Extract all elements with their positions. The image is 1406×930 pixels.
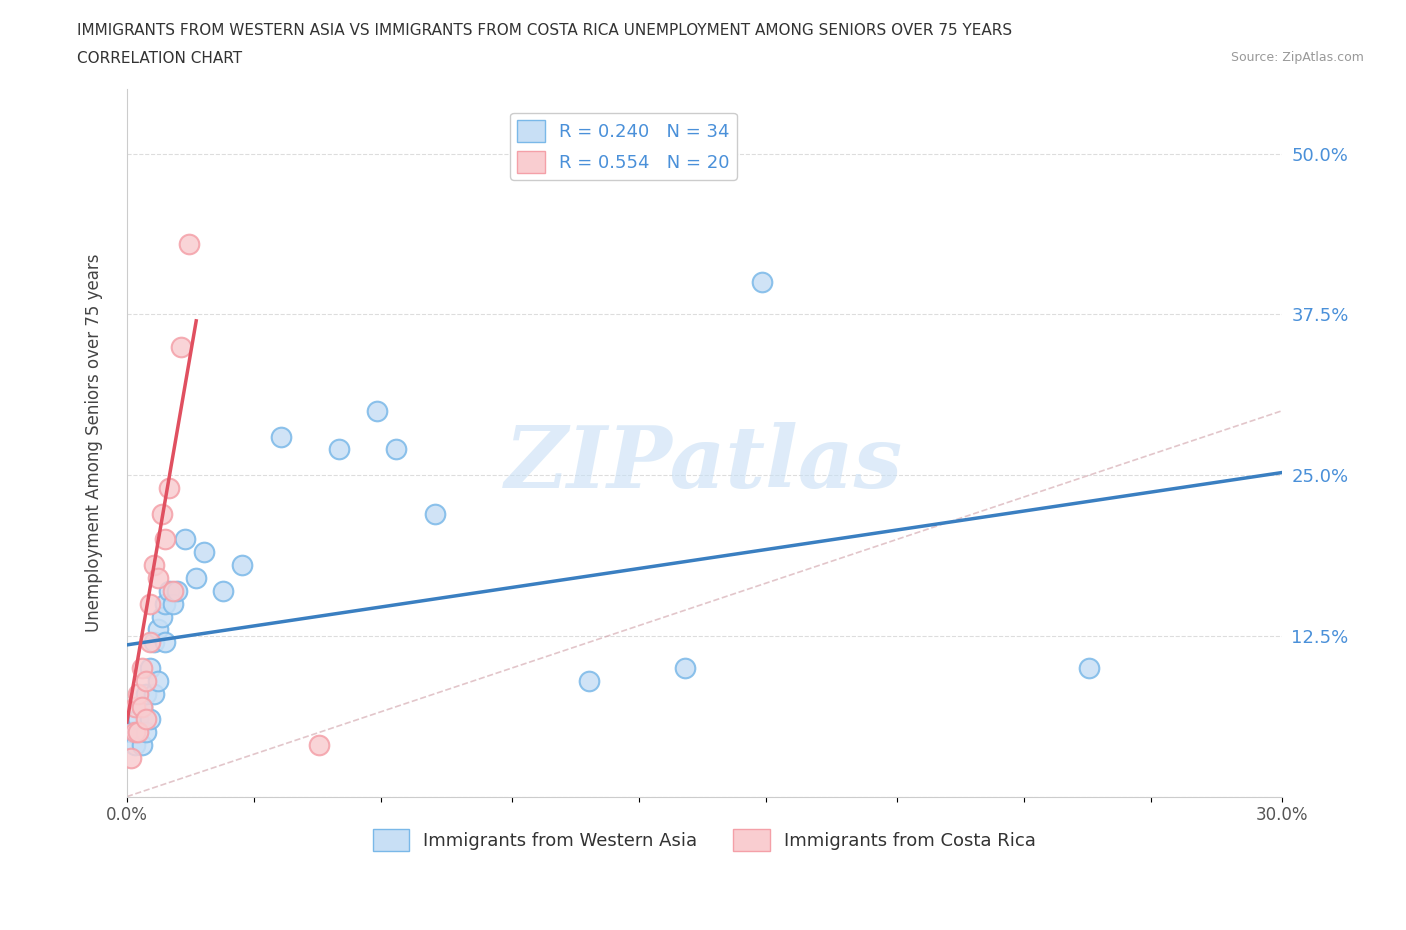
Legend: Immigrants from Western Asia, Immigrants from Costa Rica: Immigrants from Western Asia, Immigrants… xyxy=(366,822,1043,858)
Point xyxy=(578,673,600,688)
Point xyxy=(127,686,149,701)
Point xyxy=(162,596,184,611)
Text: ZIPatlas: ZIPatlas xyxy=(505,422,904,506)
Point xyxy=(127,724,149,739)
Point xyxy=(751,275,773,290)
Point xyxy=(142,558,165,573)
Point xyxy=(146,673,169,688)
Text: Source: ZipAtlas.com: Source: ZipAtlas.com xyxy=(1230,51,1364,64)
Text: CORRELATION CHART: CORRELATION CHART xyxy=(77,51,242,66)
Point xyxy=(139,596,162,611)
Point xyxy=(155,635,177,650)
Point xyxy=(177,236,200,251)
Point xyxy=(366,404,388,418)
Point xyxy=(270,429,292,444)
Point xyxy=(162,583,184,598)
Point xyxy=(146,571,169,586)
Point xyxy=(124,724,146,739)
Point xyxy=(170,339,193,354)
Point xyxy=(673,660,696,675)
Point xyxy=(1078,660,1101,675)
Point xyxy=(157,481,180,496)
Point xyxy=(131,737,153,752)
Point xyxy=(308,737,330,752)
Point xyxy=(127,712,149,727)
Point xyxy=(127,724,149,739)
Point xyxy=(186,571,208,586)
Point xyxy=(423,506,446,521)
Point xyxy=(120,751,142,765)
Point xyxy=(135,712,157,727)
Point xyxy=(124,737,146,752)
Point xyxy=(139,660,162,675)
Point xyxy=(120,724,142,739)
Point xyxy=(131,660,153,675)
Point xyxy=(155,532,177,547)
Point xyxy=(131,699,153,714)
Point xyxy=(173,532,195,547)
Point xyxy=(135,724,157,739)
Point xyxy=(131,699,153,714)
Point xyxy=(385,442,408,457)
Point xyxy=(124,699,146,714)
Point xyxy=(139,712,162,727)
Point xyxy=(139,635,162,650)
Point xyxy=(135,673,157,688)
Point xyxy=(142,686,165,701)
Point xyxy=(212,583,235,598)
Point xyxy=(146,622,169,637)
Point xyxy=(155,596,177,611)
Point xyxy=(231,558,253,573)
Point xyxy=(150,506,173,521)
Point xyxy=(150,609,173,624)
Point xyxy=(135,686,157,701)
Point xyxy=(193,545,215,560)
Point xyxy=(142,635,165,650)
Point xyxy=(328,442,350,457)
Y-axis label: Unemployment Among Seniors over 75 years: Unemployment Among Seniors over 75 years xyxy=(86,254,103,632)
Text: IMMIGRANTS FROM WESTERN ASIA VS IMMIGRANTS FROM COSTA RICA UNEMPLOYMENT AMONG SE: IMMIGRANTS FROM WESTERN ASIA VS IMMIGRAN… xyxy=(77,23,1012,38)
Point xyxy=(157,583,180,598)
Point xyxy=(166,583,188,598)
